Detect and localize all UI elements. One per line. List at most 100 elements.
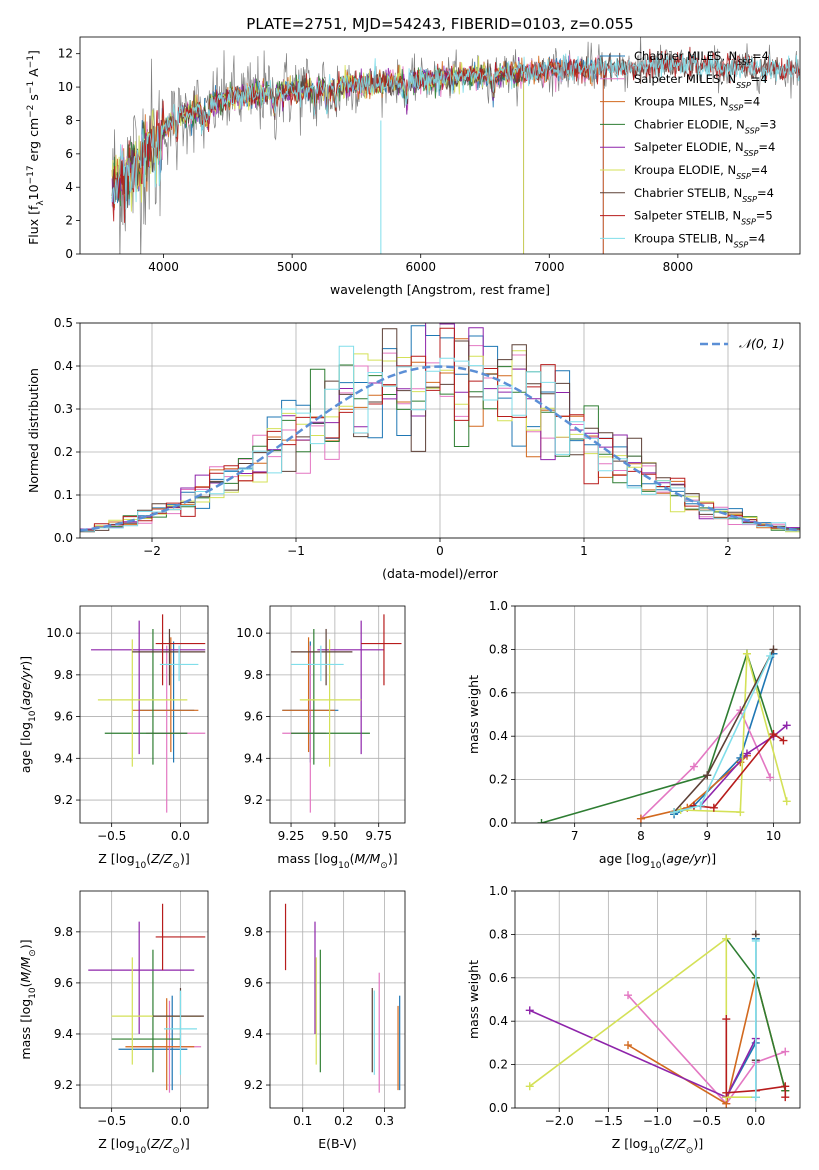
label-part: )] [180, 1136, 190, 1151]
weight-marker-salpeter_miles [781, 1047, 790, 1056]
label-part: 10 [338, 861, 350, 871]
x-tick-label: −1.5 [594, 1114, 623, 1128]
x-tick-label: 2 [724, 544, 732, 558]
y-tick-label: 9.2 [54, 793, 73, 807]
legend-value: =4 [751, 72, 768, 86]
legend-text: Chabrier MILES, N [634, 49, 737, 63]
label-part: )] [388, 851, 398, 866]
x-tick-label: 5000 [277, 260, 308, 274]
label-part: ( [350, 851, 355, 866]
weight-line-kroupa_miles [640, 755, 748, 820]
legend-sub: SSP [734, 240, 749, 249]
label-part: )] [693, 1136, 703, 1151]
weight-marker-salpeter_stelib [781, 1093, 790, 1102]
legend-label: Salpeter STELIB, NSSP=5 [634, 209, 773, 227]
x-tick-label: 0.3 [375, 1114, 394, 1128]
plot-area [91, 614, 206, 813]
weight-marker-salpeter_elodie [742, 749, 751, 758]
axes-mass_vs_Z: −0.5 0.09.29.49.69.8Z [log10(Z/Z⊙)]mass [… [18, 890, 209, 1156]
label-part: ( [18, 706, 33, 711]
y-tick-label: 0.0 [489, 816, 508, 830]
label-part: −2 [26, 105, 36, 118]
weight-marker-salpeter_stelib [709, 803, 718, 812]
legend-label: Chabrier MILES, NSSP=4 [634, 49, 769, 67]
legend-sub: SSP [729, 103, 744, 112]
frame: 4000 5000 6000 7000 8000 0 2 4 6 8 10 12 Chabrier MI… [26, 36, 801, 297]
legend-sub: SSP [745, 126, 760, 135]
y-tick-label: 0.2 [54, 445, 73, 459]
label-part: Z [log [98, 851, 134, 866]
legend-label-gaussian: 𝒩(0, 1) [739, 336, 785, 351]
x-tick-label: 9.25 [278, 829, 305, 843]
axes-frame [79, 322, 801, 539]
axes-frame [269, 605, 406, 824]
legend-text: Kroupa ELODIE, N [634, 163, 736, 177]
legend-value: =5 [756, 209, 773, 223]
label-part: ] [26, 50, 41, 55]
y-tick-label: 0.0 [54, 531, 73, 545]
weight-marker-kroupa_elodie [722, 934, 731, 943]
legend-sub: SSP [736, 172, 751, 181]
x-tick-label: 0.0 [171, 829, 190, 843]
label-part: 10 [650, 861, 662, 871]
axes-frame [514, 890, 801, 1109]
legend-label: Kroupa ELODIE, NSSP=4 [634, 163, 768, 181]
label-part: 10 [135, 861, 147, 871]
y-axis-label: mass [log10(M/M⊙)] [18, 939, 38, 1059]
legend-text: Chabrier STELIB, N [634, 186, 742, 200]
label-part: age/yr [666, 851, 707, 866]
axes-age_vs_mass: 9.25 9.50 9.75 9.2 9.4 9.6 9.8 10.0 mass [log10(… [236, 605, 406, 871]
label-part: ⊙ [686, 1146, 694, 1156]
y-tick-label: 9.2 [244, 793, 263, 807]
label-part: 10 [28, 987, 38, 999]
label-part: ( [146, 1136, 151, 1151]
label-part: ⊙ [380, 861, 388, 871]
weight-line-kroupa_elodie [680, 653, 788, 813]
y-tick-label: 9.4 [244, 1027, 263, 1041]
histogram-salpeter_miles [80, 345, 800, 532]
label-part: E(B-V) [318, 1136, 357, 1151]
legend-sub: SSP [736, 80, 751, 89]
weight-marker-salpeter_miles [766, 773, 775, 782]
x-tick-label: 8000 [663, 260, 694, 274]
y-tick-label: 0.6 [489, 971, 508, 985]
legend-value: =4 [751, 163, 768, 177]
weight-marker-kroupa_elodie [782, 797, 791, 806]
x-tick-label: 9.50 [322, 829, 349, 843]
label-part: mass [log [277, 851, 338, 866]
y-tick-label: 9.6 [244, 976, 263, 990]
x-tick-label: −1.0 [643, 1114, 672, 1128]
y-tick-label: 10.0 [236, 626, 263, 640]
label-part: ⊙ [172, 1146, 180, 1156]
y-tick-label: 0.0 [489, 1101, 508, 1115]
weight-marker-kroupa_elodie [525, 1082, 534, 1091]
legend-text: Salpeter STELIB, N [634, 209, 741, 223]
weight-marker-salpeter_elodie [525, 1006, 534, 1015]
label-part: 10 [28, 710, 38, 722]
y-tick-label: 0.4 [489, 729, 508, 743]
weight-line-salpeter_stelib [693, 732, 784, 809]
y-tick-label: 9.4 [54, 751, 73, 765]
axes-frame [79, 36, 801, 255]
axes-age_vs_Z: −0.5 0.09.29.49.69.810.0Z [log10(Z/Z⊙)]ag… [18, 605, 209, 871]
x-tick-label: 0 [436, 544, 444, 558]
weight-line-kroupa_elodie [529, 937, 756, 1098]
label-part: −17 [26, 165, 36, 184]
weight-marker-kroupa_elodie [736, 808, 745, 817]
plot-area [80, 323, 800, 535]
weight-line-salpeter_elodie [700, 724, 788, 807]
y-tick-label: 10.0 [46, 626, 73, 640]
weight-marker-kroupa_elodie [742, 649, 751, 658]
x-tick-label: −2.0 [545, 1114, 574, 1128]
legend-sub: SSP [742, 194, 757, 203]
x-tick-label: 9 [703, 829, 711, 843]
y-tick-label: 10 [58, 80, 73, 94]
label-part: )] [706, 851, 716, 866]
axes-frame [79, 890, 209, 1109]
plot-area [111, 37, 800, 254]
y-tick-label: 9.4 [54, 1027, 73, 1041]
histogram-chabrier_miles [80, 325, 800, 531]
